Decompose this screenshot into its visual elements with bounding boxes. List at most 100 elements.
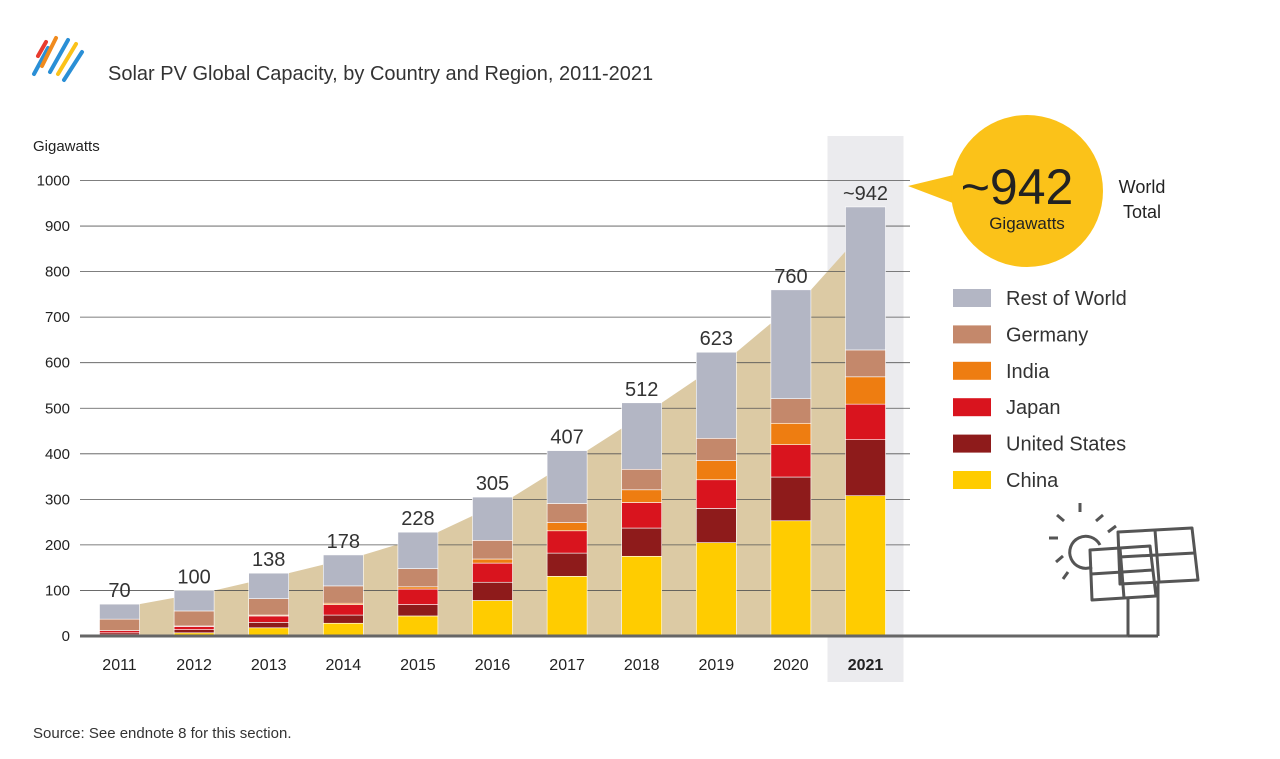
bar-segment-germany-2011 xyxy=(99,618,140,631)
bar-segment-united-states-2020 xyxy=(770,476,812,522)
bar-segment-china-2015 xyxy=(397,615,439,637)
bar-segment-japan-2015 xyxy=(397,588,439,605)
total-label: 100 xyxy=(177,566,210,588)
y-axis-label: Gigawatts xyxy=(33,138,100,155)
bar-segment-china-2020 xyxy=(770,520,812,637)
bar-segment-japan-2016 xyxy=(472,562,513,583)
bar-segment-germany-2018 xyxy=(621,468,663,491)
bar-segment-rest-of-world-2011 xyxy=(99,603,140,620)
bar-segment-germany-2013 xyxy=(248,598,289,616)
bar-segment-rest-of-world-2021 xyxy=(845,206,886,351)
bar-segment-rest-of-world-2013 xyxy=(248,572,289,599)
x-tick-label: 2017 xyxy=(549,657,585,674)
bar-segment-germany-2012 xyxy=(173,610,215,627)
world-total-label-line1: World xyxy=(1119,177,1166,197)
y-tick-label: 300 xyxy=(45,491,70,508)
bar-segment-japan-2014 xyxy=(322,604,364,616)
solar-panel-icon xyxy=(1049,503,1200,638)
bar-segment-india-2020 xyxy=(770,422,812,445)
bar-segment-japan-2013 xyxy=(248,615,289,623)
legend-label: Rest of World xyxy=(1006,288,1127,310)
bar-segment-japan-2012 xyxy=(173,626,215,630)
x-tick-label: 2019 xyxy=(699,657,735,674)
world-total-label-line2: Total xyxy=(1123,202,1161,222)
total-label: 138 xyxy=(252,549,285,571)
bar-segment-japan-2019 xyxy=(695,479,737,509)
total-label: 407 xyxy=(550,427,583,449)
bar-segment-china-2016 xyxy=(472,600,513,637)
bar-segment-japan-2018 xyxy=(621,502,663,529)
y-tick-label: 400 xyxy=(45,446,70,463)
bar-segment-germany-2016 xyxy=(472,540,513,560)
y-tick-label: 0 xyxy=(62,628,70,645)
bar-segment-united-states-2018 xyxy=(621,527,663,557)
bar-segment-rest-of-world-2019 xyxy=(695,351,737,439)
legend-label: India xyxy=(1006,361,1050,383)
bars xyxy=(99,206,886,637)
logo-icon xyxy=(32,36,84,82)
callout-circle xyxy=(951,115,1103,267)
bar-segment-germany-2021 xyxy=(845,349,886,378)
bar-segment-united-states-2014 xyxy=(322,614,364,624)
y-tick-label: 600 xyxy=(45,355,70,372)
x-tick-label: 2012 xyxy=(176,657,212,674)
x-tick-label: 2015 xyxy=(400,657,436,674)
bar-segment-rest-of-world-2012 xyxy=(173,590,215,612)
chart-title: Solar PV Global Capacity, by Country and… xyxy=(108,63,653,85)
legend-swatch xyxy=(953,434,991,453)
bar-segment-rest-of-world-2018 xyxy=(621,402,663,470)
total-label: 228 xyxy=(401,508,434,530)
bar-segment-united-states-2021 xyxy=(845,439,886,497)
bar-segment-germany-2014 xyxy=(322,585,364,604)
bar-segment-germany-2017 xyxy=(546,503,588,523)
x-tick-label: 2014 xyxy=(326,657,362,674)
y-tick-label: 700 xyxy=(45,309,70,326)
callout: ~942 Gigawatts xyxy=(908,115,1103,267)
x-axis: 2011 2012 2013 2014 2015 2016 2017 2018 2019 2020… xyxy=(102,657,883,674)
trend-area xyxy=(99,206,886,636)
bar-segment-united-states-2013 xyxy=(248,622,289,629)
total-label: 178 xyxy=(327,531,360,553)
y-tick-label: 500 xyxy=(45,400,70,417)
callout-unit: Gigawatts xyxy=(989,214,1065,233)
bar-segment-germany-2015 xyxy=(397,568,439,588)
bar-segment-united-states-2017 xyxy=(546,552,588,577)
bar-segment-rest-of-world-2020 xyxy=(770,289,812,399)
bar-segment-rest-of-world-2015 xyxy=(397,531,439,569)
legend-label: Germany xyxy=(1006,324,1088,346)
y-tick-label: 800 xyxy=(45,264,70,281)
bar-segment-germany-2020 xyxy=(770,398,812,424)
total-label: 760 xyxy=(774,266,807,288)
bar-segment-china-2018 xyxy=(621,555,663,637)
x-tick-label: 2021 xyxy=(848,657,884,674)
bar-segment-rest-of-world-2017 xyxy=(546,450,588,504)
legend-swatch xyxy=(953,398,991,417)
bar-segment-japan-2020 xyxy=(770,444,812,478)
legend-swatch xyxy=(953,325,991,344)
bar-segment-united-states-2016 xyxy=(472,581,513,601)
callout-value: ~942 xyxy=(961,159,1074,215)
source-note: Source: See endnote 8 for this section. xyxy=(33,725,292,742)
bar-segment-india-2021 xyxy=(845,376,886,405)
legend-label: United States xyxy=(1006,434,1126,456)
x-tick-label: 2011 xyxy=(102,657,137,674)
x-tick-label: 2016 xyxy=(475,657,511,674)
bar-segment-india-2016 xyxy=(472,558,513,564)
bar-segment-india-2019 xyxy=(695,460,737,481)
y-axis: 0 100 200 300 400 500 600 700 800 900 1000 xyxy=(37,173,70,646)
total-label: 623 xyxy=(700,328,733,350)
y-tick-label: 200 xyxy=(45,537,70,554)
legend-swatch xyxy=(953,471,991,489)
x-tick-label: 2018 xyxy=(624,657,660,674)
legend-label: China xyxy=(1006,470,1059,492)
bar-segment-united-states-2019 xyxy=(695,508,737,543)
x-tick-label: 2020 xyxy=(773,657,809,674)
y-tick-label: 1000 xyxy=(37,173,70,190)
x-tick-label: 2013 xyxy=(251,657,287,674)
bar-segment-united-states-2015 xyxy=(397,604,439,617)
bar-segment-india-2017 xyxy=(546,522,588,532)
bar-segment-india-2018 xyxy=(621,489,663,503)
bar-segment-rest-of-world-2014 xyxy=(322,554,364,587)
bar-segment-japan-2021 xyxy=(845,403,886,440)
